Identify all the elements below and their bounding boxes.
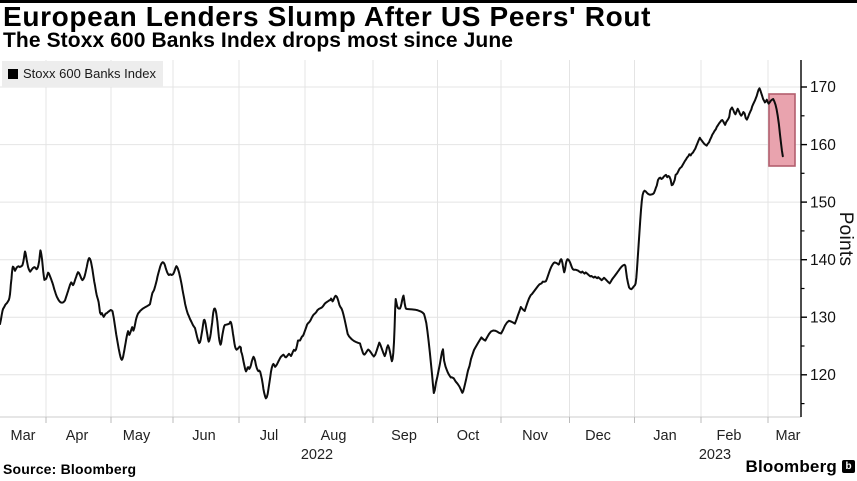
svg-text:Dec: Dec <box>585 428 611 444</box>
svg-text:Oct: Oct <box>457 428 480 444</box>
svg-text:170: 170 <box>810 79 836 96</box>
svg-text:2023: 2023 <box>699 447 731 463</box>
svg-text:2022: 2022 <box>301 447 333 463</box>
svg-text:Sep: Sep <box>391 428 417 444</box>
svg-text:140: 140 <box>810 252 836 269</box>
svg-text:May: May <box>123 428 151 444</box>
svg-text:Mar: Mar <box>11 428 36 444</box>
svg-text:160: 160 <box>810 137 836 154</box>
svg-text:120: 120 <box>810 367 836 384</box>
svg-text:Apr: Apr <box>66 428 89 444</box>
svg-text:Mar: Mar <box>776 428 801 444</box>
svg-text:150: 150 <box>810 194 836 211</box>
svg-text:Points: Points <box>835 212 856 267</box>
svg-text:Aug: Aug <box>321 428 347 444</box>
svg-text:Jul: Jul <box>260 428 279 444</box>
svg-text:Nov: Nov <box>522 428 549 444</box>
svg-text:Jun: Jun <box>192 428 215 444</box>
svg-text:Jan: Jan <box>653 428 676 444</box>
svg-text:130: 130 <box>810 309 836 326</box>
svg-text:Feb: Feb <box>717 428 742 444</box>
